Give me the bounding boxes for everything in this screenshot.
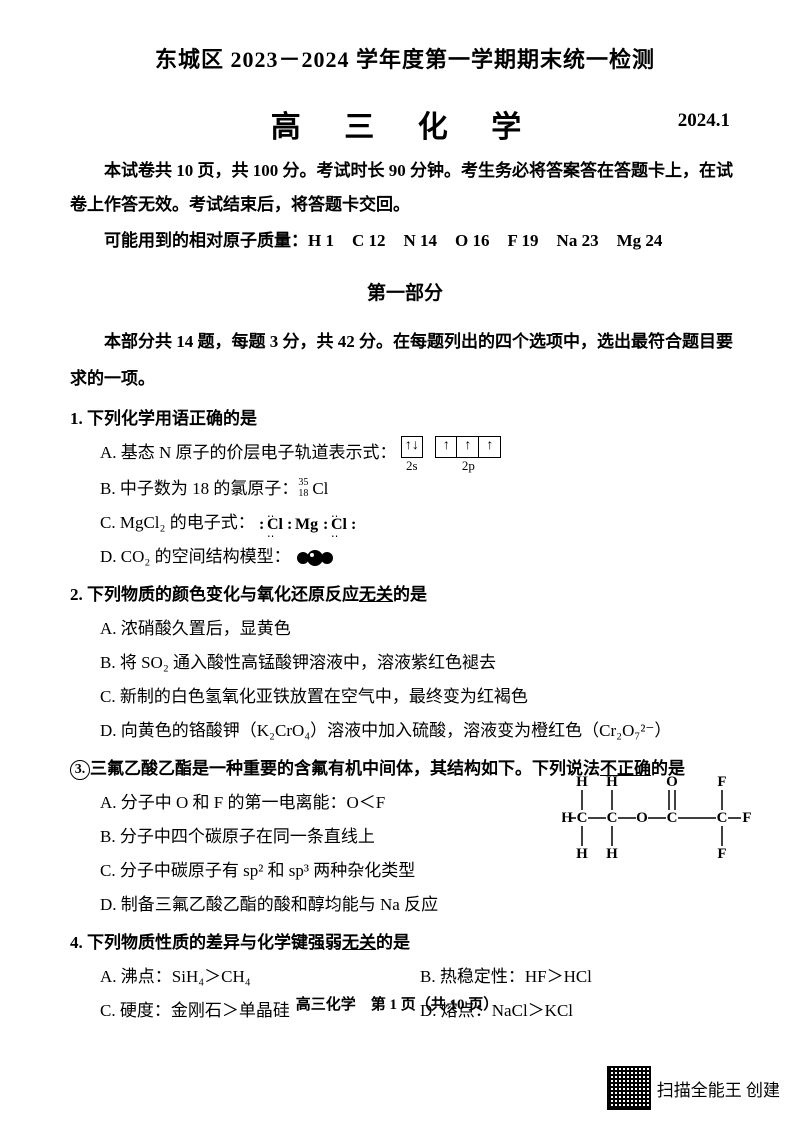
subject-title: 高 三 化 学: [70, 102, 740, 146]
svg-text:C: C: [667, 810, 678, 826]
exam-date: 2024.1: [678, 110, 730, 132]
qr-text: 扫描全能王 创建: [657, 1076, 780, 1101]
q1-option-c: C. MgCl₂ 的电子式： : ‥ Cl ‥ : Mg : ‥ Cl ‥ :: [100, 506, 740, 540]
svg-text:O: O: [666, 774, 678, 790]
orbital-2s: 2s: [401, 436, 423, 472]
svg-text:H: H: [576, 774, 588, 790]
q1-option-d: D. CO₂ 的空间结构模型：: [100, 540, 740, 574]
q2-options: A. 浓硝酸久置后，显黄色 B. 将 SO₂ 通入酸性高锰酸钾溶液中，溶液紫红色…: [100, 612, 740, 748]
orbital-2p: 2p: [435, 436, 501, 472]
svg-text:‥: ‥: [267, 528, 274, 537]
section-1-title: 第一部分: [70, 278, 740, 305]
q4-option-a: A. 沸点：SiH₄＞CH₄: [100, 960, 420, 994]
question-2: 2. 下列物质的颜色变化与氧化还原反应无关的是 A. 浓硝酸久置后，显黄色 B.…: [70, 578, 740, 748]
q3-option-d: D. 制备三氟乙酸乙酯的酸和醇均能与 Na 反应: [100, 888, 740, 922]
svg-text:Mg: Mg: [295, 516, 318, 533]
svg-text:H: H: [576, 846, 588, 862]
exam-header: 东城区 2023－2024 学年度第一学期期末统一检测: [70, 42, 740, 74]
svg-text:C: C: [577, 810, 588, 826]
q1-option-b: B. 中子数为 18 的氯原子：3518Cl: [100, 472, 740, 506]
q4-stem: 4. 下列物质性质的差异与化学键强弱无关的是: [70, 926, 740, 960]
svg-text::: :: [287, 516, 292, 533]
q2-option-a: A. 浓硝酸久置后，显黄色: [100, 612, 740, 646]
svg-text::: :: [351, 516, 356, 533]
qr-zone: 扫描全能王 创建: [607, 1066, 780, 1110]
q2-option-d: D. 向黄色的铬酸钾（K₂CrO₄）溶液中加入硫酸，溶液变为橙红色（Cr₂O₇²…: [100, 714, 740, 748]
svg-text:F: F: [742, 810, 751, 826]
atomic-prefix: 可能用到的相对原子质量：: [104, 231, 308, 250]
co2-model-icon: [295, 548, 335, 568]
atomic-masses: 可能用到的相对原子质量：H 1C 12N 14O 16F 19Na 23Mg 2…: [70, 224, 740, 258]
qr-code-icon: [607, 1066, 651, 1110]
isotope-cl: 3518Cl: [298, 480, 328, 497]
exam-intro: 本试卷共 10 页，共 100 分。考试时长 90 分钟。考生务必将答案答在答题…: [70, 154, 740, 222]
q2-option-c: C. 新制的白色氢氧化亚铁放置在空气中，最终变为红褐色: [100, 680, 740, 714]
svg-text:H: H: [606, 774, 618, 790]
svg-text::: :: [259, 516, 264, 533]
page-footer: 高三化学 第 1 页（共 10 页）: [0, 993, 794, 1014]
svg-text:H: H: [606, 846, 618, 862]
svg-text:C: C: [717, 810, 728, 826]
q1-options: A. 基态 N 原子的价层电子轨道表示式： 2s 2p B. 中子数为 18 的…: [100, 436, 740, 574]
section-1-desc: 本部分共 14 题，每题 3 分，共 42 分。在每题列出的四个选项中，选出最符…: [70, 323, 740, 398]
question-3: 3.三氟乙酸乙酯是一种重要的含氟有机中间体，其结构如下。下列说法不正确的是 A.…: [70, 752, 740, 922]
q2-stem: 2. 下列物质的颜色变化与氧化还原反应无关的是: [70, 578, 740, 612]
q1-option-a: A. 基态 N 原子的价层电子轨道表示式： 2s 2p: [100, 436, 740, 472]
svg-text:F: F: [717, 774, 726, 790]
svg-text:C: C: [607, 810, 618, 826]
svg-text:O: O: [636, 810, 648, 826]
svg-text::: :: [323, 516, 328, 533]
lewis-mgcl2: : ‥ Cl ‥ : Mg : ‥ Cl ‥ :: [259, 511, 369, 537]
q4-option-b: B. 热稳定性：HF＞HCl: [420, 960, 740, 994]
subject-line: 高 三 化 学 2024.1: [70, 102, 740, 138]
q1-stem: 1. 下列化学用语正确的是: [70, 402, 740, 436]
trifluoro-molecule: H H O F H C C O C C F H H F: [562, 772, 752, 862]
q2-option-b: B. 将 SO₂ 通入酸性高锰酸钾溶液中，溶液紫红色褪去: [100, 646, 740, 680]
svg-text:‥: ‥: [331, 528, 338, 537]
svg-text:F: F: [717, 846, 726, 862]
question-1: 1. 下列化学用语正确的是 A. 基态 N 原子的价层电子轨道表示式： 2s 2…: [70, 402, 740, 574]
